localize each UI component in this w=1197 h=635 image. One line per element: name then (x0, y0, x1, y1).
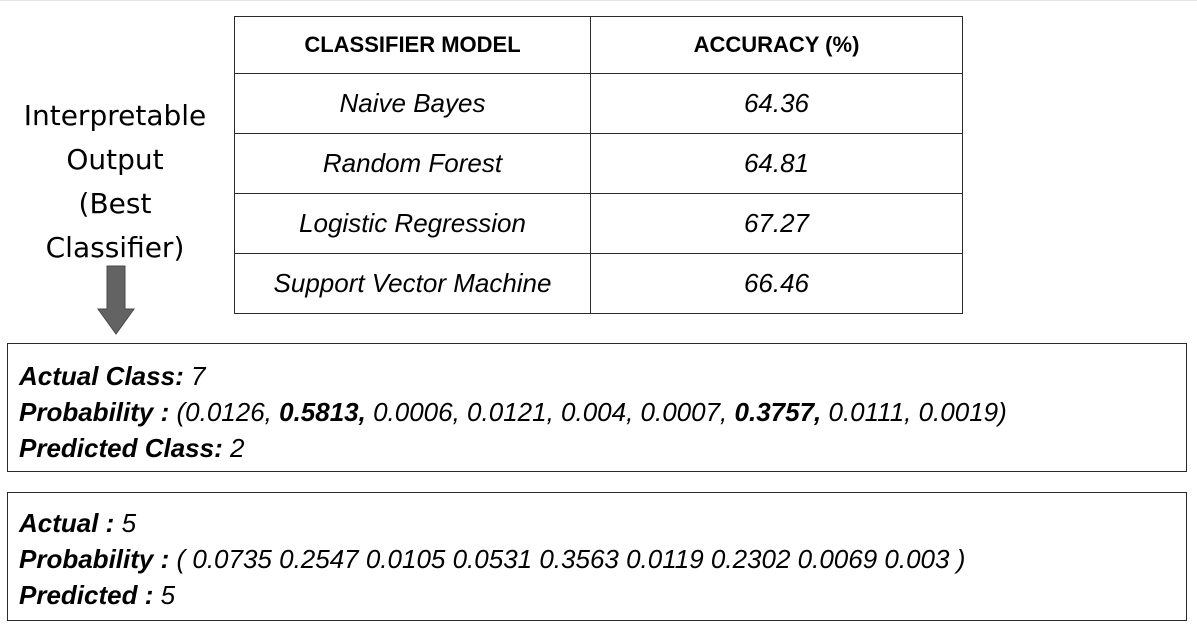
accuracy-cell: 64.36 (590, 73, 963, 134)
label-line-1: Interpretable (23, 99, 207, 132)
classifier-accuracy-table: CLASSIFIER MODEL ACCURACY (%) Naive Baye… (234, 16, 963, 314)
probability-row: Probability : (0.0126, 0.5813, 0.0006, 0… (19, 394, 1186, 430)
probability-row: Probability : ( 0.0735 0.2547 0.0105 0.0… (19, 541, 1186, 577)
top-divider (0, 0, 1197, 1)
example-output-1: Actual Class: 7 Probability : (0.0126, 0… (7, 343, 1187, 472)
actual-class-value: 7 (183, 361, 206, 391)
actual-row: Actual : 5 (19, 505, 1186, 541)
label-line-4: Classifier) (45, 231, 185, 264)
actual-class-label: Actual Class: (19, 361, 184, 391)
probability-label: Probability : (19, 544, 170, 574)
example-output-2: Actual : 5 Probability : ( 0.0735 0.2547… (7, 492, 1187, 621)
table-row: Support Vector Machine 66.46 (234, 253, 963, 314)
label-line-3: (Best (78, 187, 152, 220)
model-cell: Naive Bayes (234, 73, 591, 134)
model-cell: Logistic Regression (234, 193, 591, 254)
down-arrow-icon (97, 265, 135, 335)
probability-highlight-1: 0.5813, (279, 397, 366, 427)
table-row: Logistic Regression 67.27 (234, 193, 963, 254)
interpretable-output-label: Interpretable Output (Best Classifier) (8, 94, 222, 270)
predicted-row: Predicted : 5 (19, 577, 1186, 613)
probability-label: Probability : (19, 397, 170, 427)
accuracy-cell: 66.46 (590, 253, 963, 314)
header-accuracy: ACCURACY (%) (590, 16, 963, 74)
predicted-class-row: Predicted Class: 2 (19, 430, 1186, 466)
predicted-value: 5 (153, 580, 176, 610)
table-header-row: CLASSIFIER MODEL ACCURACY (%) (234, 16, 963, 74)
header-classifier-model: CLASSIFIER MODEL (234, 16, 591, 74)
actual-value: 5 (114, 508, 137, 538)
table-row: Naive Bayes 64.36 (234, 73, 963, 134)
label-line-2: Output (66, 143, 164, 176)
table-row: Random Forest 64.81 (234, 133, 963, 194)
probability-close: 0.0111, 0.0019) (821, 397, 1007, 427)
predicted-label: Predicted : (19, 580, 154, 610)
actual-class-row: Actual Class: 7 (19, 358, 1186, 394)
model-cell: Random Forest (234, 133, 591, 194)
probability-values: ( 0.0735 0.2547 0.0105 0.0531 0.3563 0.0… (169, 544, 966, 574)
actual-label: Actual : (19, 508, 115, 538)
predicted-class-label: Predicted Class: (19, 433, 223, 463)
probability-open: (0.0126, (169, 397, 280, 427)
accuracy-cell: 67.27 (590, 193, 963, 254)
probability-mid: 0.0006, 0.0121, 0.004, 0.0007, (365, 397, 735, 427)
probability-highlight-2: 0.3757, (734, 397, 822, 427)
accuracy-cell: 64.81 (590, 133, 963, 194)
model-cell: Support Vector Machine (234, 253, 591, 314)
predicted-class-value: 2 (222, 433, 245, 463)
